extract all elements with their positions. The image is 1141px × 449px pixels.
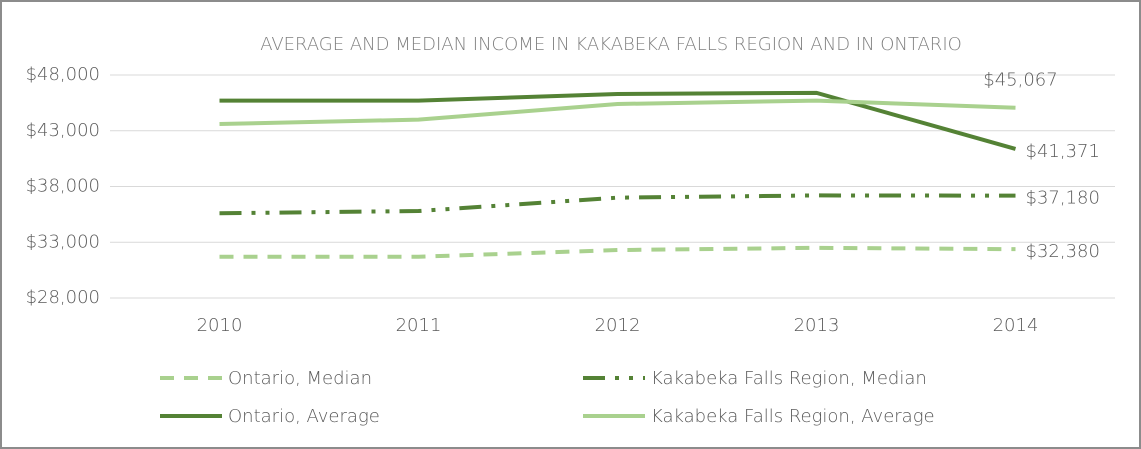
legend-label: Kakabeka Falls Region, Average: [651, 406, 935, 427]
series-line: [219, 193, 1016, 216]
data-label: $37,180: [1026, 188, 1100, 209]
y-tick-label: $28,000: [26, 287, 100, 308]
data-label: $45,067: [983, 70, 1057, 91]
x-tick-label: 2011: [396, 315, 442, 336]
legend-label: Ontario, Median: [228, 368, 372, 389]
y-tick-label: $38,000: [26, 176, 100, 197]
y-tick-label: $48,000: [26, 64, 100, 85]
series-line: [219, 90, 1017, 151]
x-tick-label: 2013: [794, 315, 840, 336]
chart-title: AVERAGE AND MEDIAN INCOME IN KAKABEKA FA…: [260, 34, 962, 55]
y-tick-label: $43,000: [26, 120, 100, 141]
series-line: [219, 98, 1016, 127]
data-label: $41,371: [1026, 141, 1100, 162]
y-tick-label: $33,000: [26, 231, 100, 252]
series-line: [219, 245, 1016, 259]
legend-label: Kakabeka Falls Region, Median: [651, 368, 927, 389]
x-tick-label: 2012: [595, 315, 641, 336]
x-tick-label: 2014: [993, 315, 1039, 336]
legend-label: Ontario, Average: [228, 406, 380, 427]
data-label: $32,380: [1026, 241, 1100, 262]
x-tick-label: 2010: [197, 315, 243, 336]
